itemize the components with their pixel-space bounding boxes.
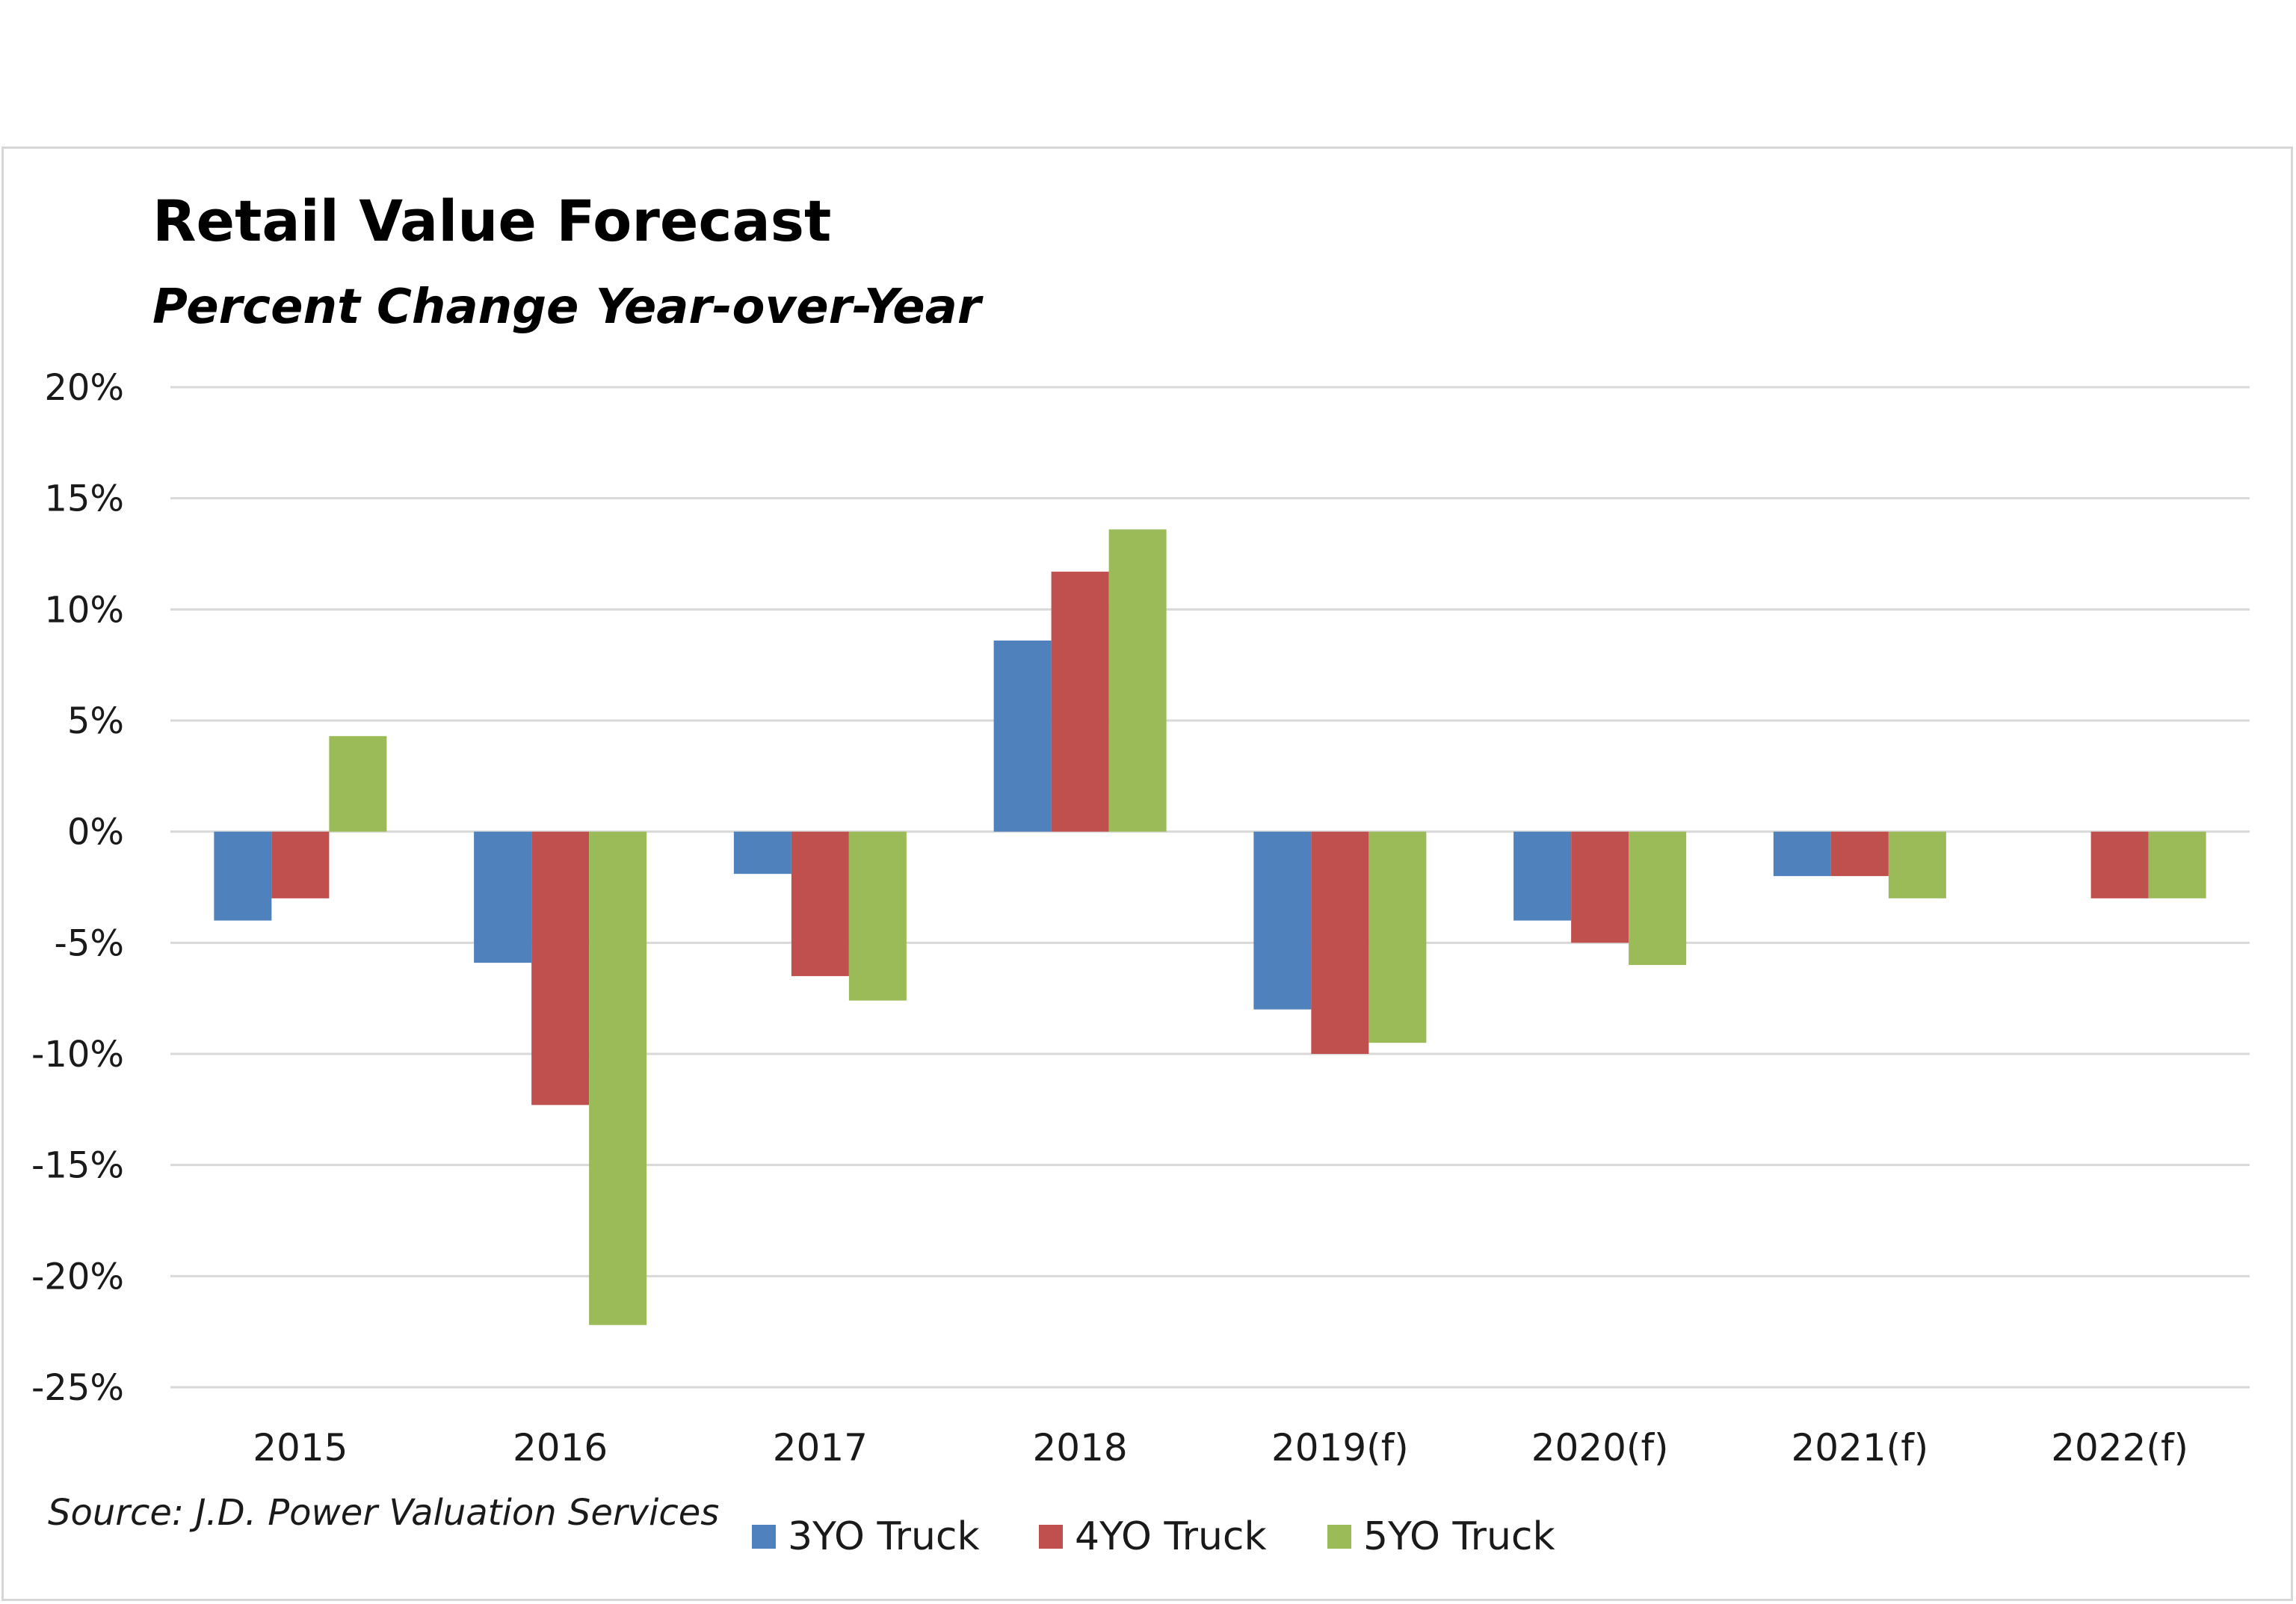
y-tick-label: -5% <box>55 922 124 964</box>
bar-4yo-truck-2016 <box>531 831 590 1105</box>
x-tick-label: 2019(f) <box>1271 1426 1409 1469</box>
bar-4yo-truck-2019f <box>1311 831 1369 1054</box>
y-tick-label: -10% <box>31 1034 124 1076</box>
bar-5yo-truck-2015 <box>329 735 387 832</box>
legend-label: 4YO Truck <box>1075 1514 1267 1559</box>
x-tick-label: 2017 <box>773 1426 868 1469</box>
bar-4yo-truck-2017 <box>791 831 849 976</box>
bar-5yo-truck-2021f <box>1888 831 1946 898</box>
bar-3yo-truck-2015 <box>214 831 272 921</box>
bar-5yo-truck-2017 <box>848 831 907 1001</box>
legend-label: 5YO Truck <box>1363 1514 1555 1559</box>
y-tick-label: 15% <box>44 478 124 520</box>
chart-subtitle: Percent Change Year-over-Year <box>152 280 984 335</box>
y-tick-label: -25% <box>31 1367 124 1409</box>
x-tick-label: 2016 <box>513 1426 608 1469</box>
bar-5yo-truck-2018 <box>1108 529 1167 832</box>
legend-label: 3YO Truck <box>788 1514 980 1559</box>
y-tick-label: 10% <box>44 589 124 631</box>
y-tick-label: 0% <box>67 812 124 854</box>
x-tick-label: 2021(f) <box>1791 1426 1928 1469</box>
y-tick-label: -20% <box>31 1256 124 1298</box>
bar-5yo-truck-2016 <box>589 831 647 1325</box>
legend-swatch <box>1327 1525 1351 1549</box>
bar-3yo-truck-2021f <box>1773 831 1831 877</box>
gridlines <box>170 386 2250 1389</box>
bar-4yo-truck-2020f <box>1571 831 1629 943</box>
y-axis-tick-labels: 20% 15% 10% 5% 0% -5% -10% -15% -20% -25% <box>31 367 124 1409</box>
bar-5yo-truck-2019f <box>1368 831 1427 1043</box>
bar-5yo-truck-2022f <box>2148 831 2206 898</box>
x-tick-label: 2015 <box>253 1426 348 1469</box>
x-tick-label: 2022(f) <box>2051 1426 2188 1469</box>
bar-3yo-truck-2019f <box>1253 831 1312 1010</box>
y-tick-label: 20% <box>44 367 124 409</box>
legend: 3YO Truck 4YO Truck 5YO Truck <box>752 1514 1555 1559</box>
bar-3yo-truck-2017 <box>733 831 791 875</box>
y-tick-label: 5% <box>67 700 124 742</box>
source-note: Source: J.D. Power Valuation Services <box>48 1492 719 1534</box>
bar-4yo-truck-2021f <box>1830 831 1889 877</box>
bar-5yo-truck-2020f <box>1629 831 1687 966</box>
bar-4yo-truck-2022f <box>2090 831 2149 898</box>
bar-3yo-truck-2018 <box>993 640 1052 832</box>
x-axis-tick-labels: 2015 2016 2017 2018 2019(f) 2020(f) 2021(f) 202… <box>253 1426 2188 1469</box>
legend-swatch <box>752 1525 776 1549</box>
y-tick-label: -15% <box>31 1145 124 1187</box>
bar-3yo-truck-2020f <box>1513 831 1572 921</box>
chart-title: Retail Value Forecast <box>152 188 831 254</box>
bar-3yo-truck-2016 <box>474 831 532 963</box>
bars <box>214 529 2206 1325</box>
bar-4yo-truck-2015 <box>271 831 330 898</box>
bar-4yo-truck-2018 <box>1051 571 1109 832</box>
x-tick-label: 2018 <box>1033 1426 1128 1469</box>
legend-swatch <box>1039 1525 1063 1549</box>
x-tick-label: 2020(f) <box>1531 1426 1669 1469</box>
